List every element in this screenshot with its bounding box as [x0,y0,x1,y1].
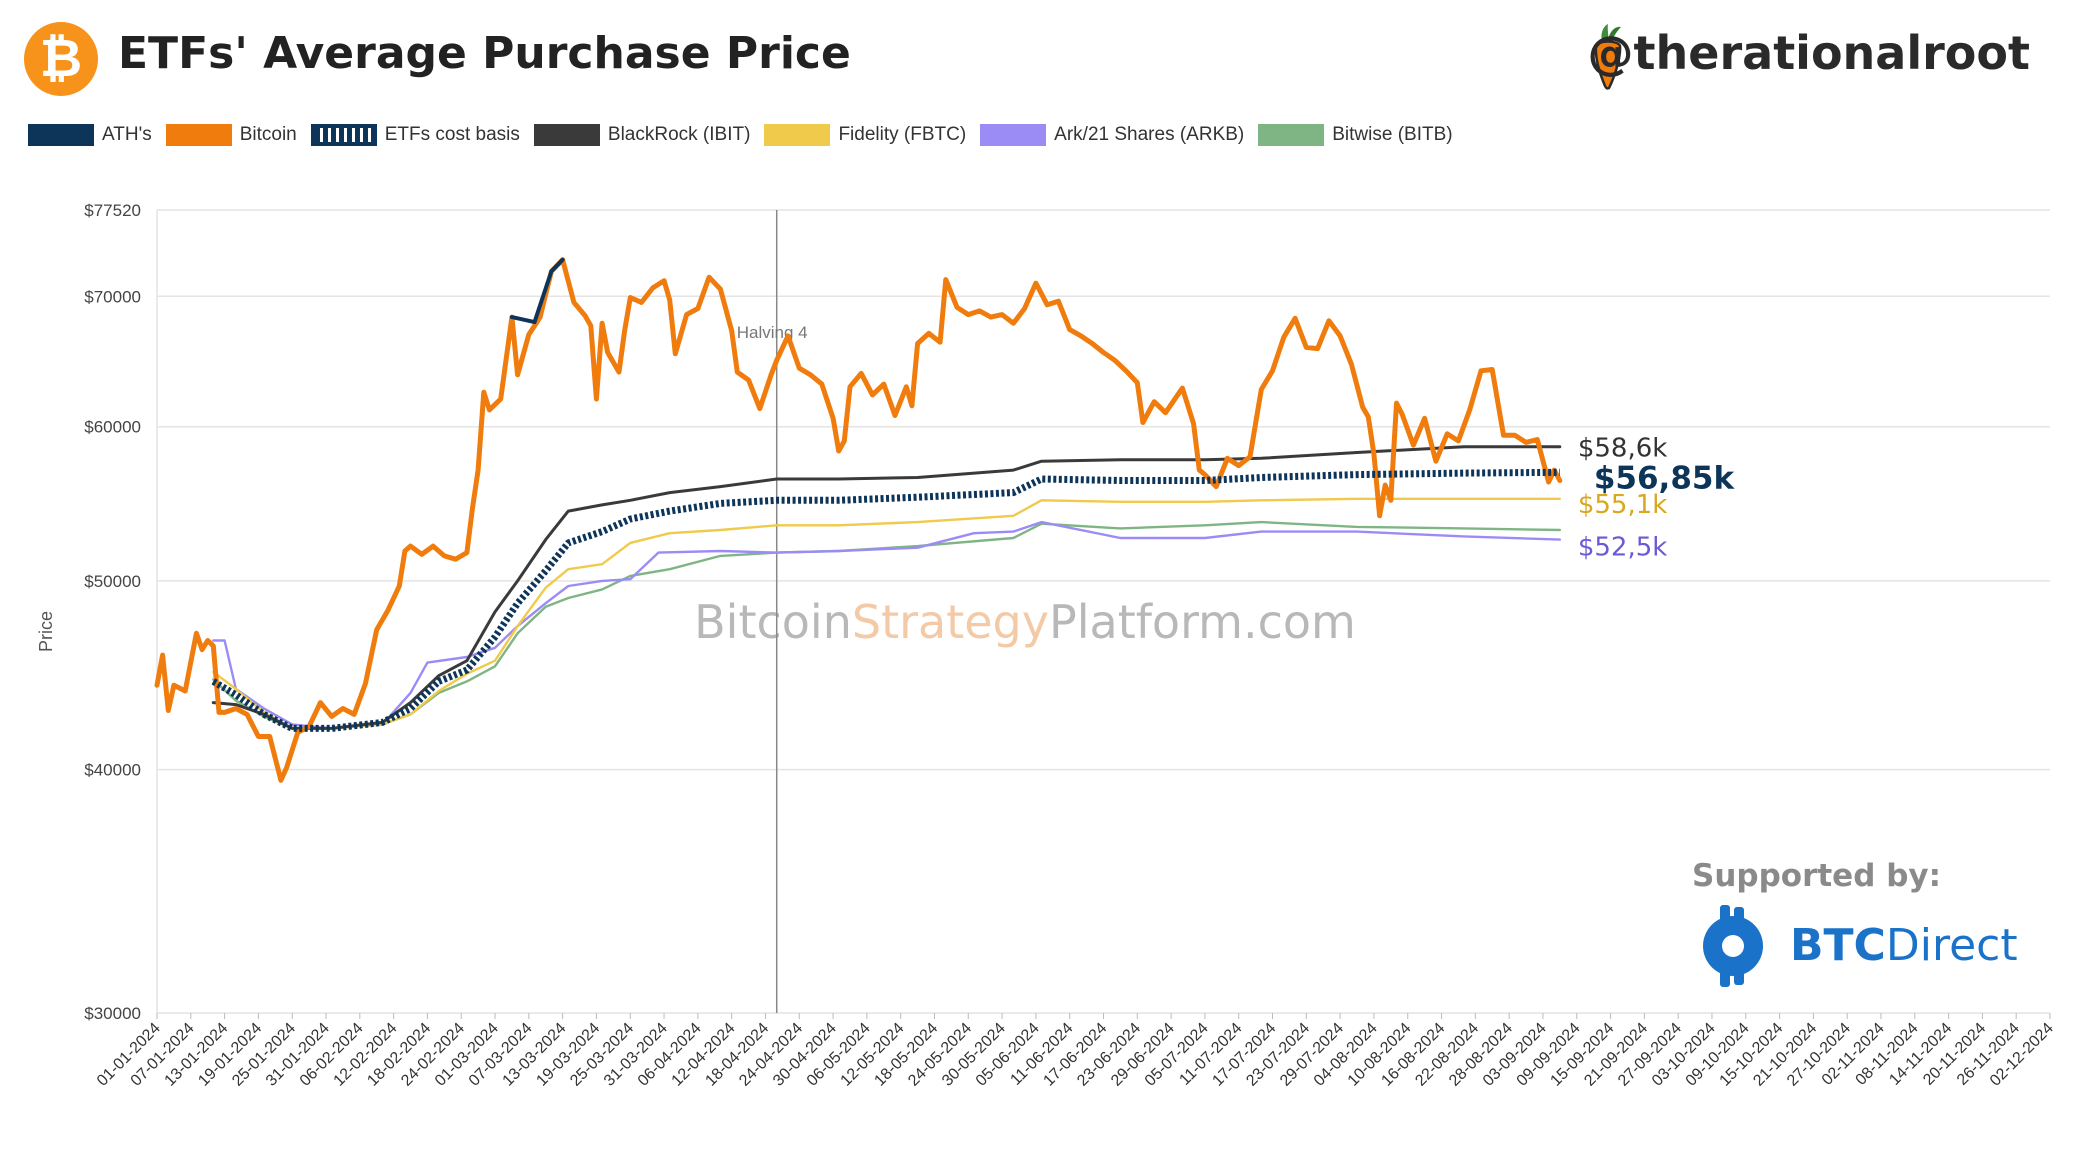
legend-item[interactable]: Bitwise (BITB) [1258,124,1453,146]
end-value-labels: $58,6k$56,85k$55,1k $52,5k [1578,434,1736,563]
y-tick-label: $40000 [84,761,141,780]
legend-item[interactable]: ATH's [28,124,152,146]
sponsor-brand: BTCDirect [1790,920,2018,971]
series-bitcoin-line [154,257,1563,783]
series-lines [154,257,1563,783]
legend-item[interactable]: Ark/21 Shares (ARKB) [980,124,1244,146]
legend-label: Fidelity (FBTC) [838,124,967,145]
sponsor-brand-bold: BTC [1790,920,1886,971]
legend-swatch [28,124,94,146]
y-tick-label: $30000 [84,1004,141,1023]
legend-swatch [980,124,1047,146]
legend-item[interactable]: Bitcoin [165,124,297,146]
carrot-icon [1594,24,1622,90]
legend-label: ETFs cost basis [384,124,520,145]
legend-label: Ark/21 Shares (ARKB) [1054,124,1245,145]
chart-area: $77520 $70000 $60000 $50000 $40000 $30000 Pri… [36,201,2057,1090]
legend-swatch [533,124,600,146]
btcdirect-logo-icon [1703,905,1763,987]
legend-item[interactable]: BlackRock (IBIT) [533,124,751,146]
x-axis-ticks: 01-01-202407-01-202413-01-202419-01-2024… [94,1013,2057,1090]
page-title: ETFs' Average Purchase Price [118,28,851,79]
legend-item[interactable]: Fidelity (FBTC) [764,124,966,146]
y-axis-ticks: $77520 $70000 $60000 $50000 $40000 $30000 [84,201,141,1023]
series-blackrock-ibit-line [211,445,1562,730]
y-axis-label: Price [36,611,56,652]
watermark-part-1: Bitcoin [694,595,852,649]
legend-label: Bitwise (BITB) [1332,124,1453,145]
legend-label: Bitcoin [239,124,297,145]
end-value-label: $56,85k [1594,460,1736,496]
author-handle: @therationalroot [1587,26,2030,80]
legend-label: BlackRock (IBIT) [607,124,751,145]
svg-text:BitcoinStrategyPlatform.com: BitcoinStrategyPlatform.com [694,595,1356,649]
sponsor-brand-rest: Direct [1885,920,2018,971]
series-etfs-cost-basis-line [211,468,1560,732]
y-tick-label: $60000 [84,418,141,437]
y-tick-label: $77520 [84,201,141,220]
y-tick-label: $70000 [84,287,141,306]
watermark: BitcoinStrategyPlatform.com [694,595,1356,649]
series-ath-s-line [509,257,565,325]
watermark-part-3: Platform.com [1049,595,1356,649]
header: ₿ ETFs' Average Purchase Price @theratio… [0,0,2080,120]
end-value-label: $52,5k [1578,533,1668,563]
bitcoin-logo-icon: ₿ [24,22,98,96]
end-value-label: $58,6k [1578,434,1668,464]
watermark-part-2: Strategy [852,595,1049,649]
legend-label: ATH's [102,124,152,145]
legend-swatch [165,124,232,146]
halving-label: Halving 4 [737,323,808,342]
y-tick-label: $50000 [84,572,141,591]
chart-legend: ATH's Bitcoin ETFs cost basis BlackRock (IB… [28,120,1467,150]
legend-swatch [1258,124,1325,146]
end-value-label: $55,1k [1578,490,1668,520]
sponsor-label: Supported by: [1692,858,1941,894]
legend-item[interactable]: ETFs cost basis [310,124,520,146]
legend-swatch [764,124,831,146]
legend-swatch [310,124,377,146]
